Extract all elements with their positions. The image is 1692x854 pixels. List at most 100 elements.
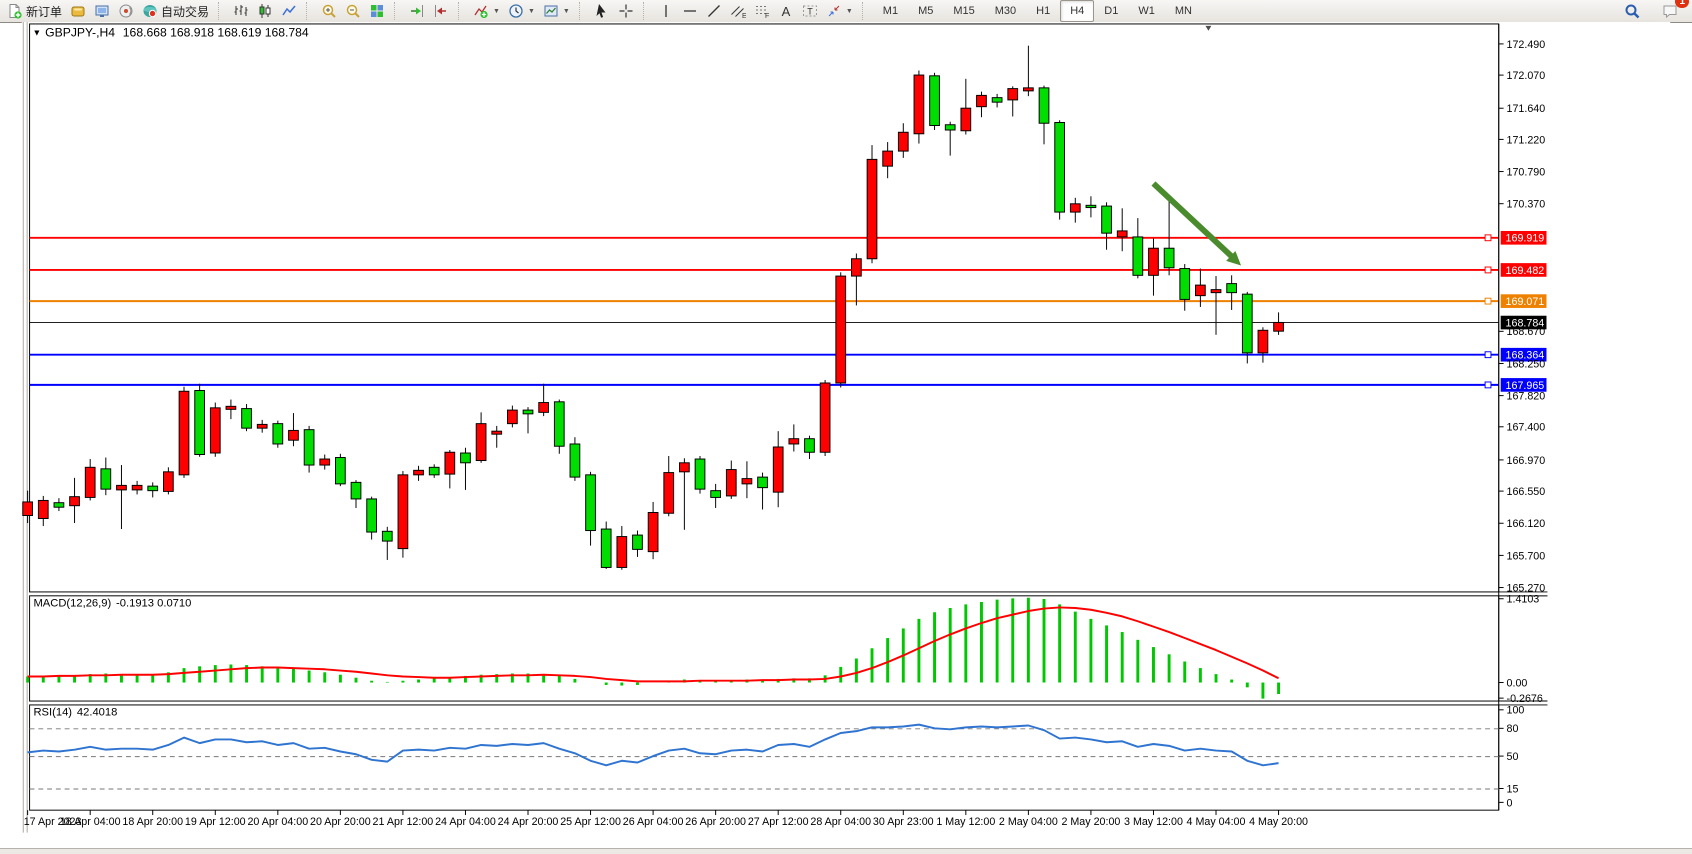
templates-dropdown-arrow-icon[interactable]: ▼ — [562, 7, 570, 15]
candle[interactable] — [1132, 218, 1144, 279]
candle[interactable] — [569, 437, 581, 481]
candle[interactable] — [1195, 268, 1206, 307]
candle[interactable] — [397, 471, 409, 558]
tf-m30-button[interactable]: M30 — [985, 0, 1026, 22]
candle[interactable] — [381, 526, 393, 560]
candle[interactable] — [1007, 86, 1019, 117]
candle[interactable] — [319, 454, 331, 470]
time-label[interactable]: 3 May 12:00 — [1124, 816, 1183, 828]
time-label[interactable]: 4 May 04:00 — [1187, 816, 1246, 828]
arrows-dropdown-arrow-icon[interactable]: ▼ — [845, 7, 853, 15]
trendline-button[interactable] — [702, 0, 726, 22]
candle[interactable] — [1085, 196, 1097, 218]
time-label[interactable]: 28 Apr 04:00 — [810, 816, 871, 828]
candle[interactable] — [1069, 197, 1081, 223]
bar-chart-button[interactable] — [229, 0, 253, 22]
vertical-line-button[interactable] — [654, 0, 678, 22]
tf-mn-button[interactable]: MN — [1165, 0, 1202, 22]
indicators-dropdown-arrow-icon[interactable]: ▼ — [493, 7, 500, 15]
candle[interactable] — [522, 407, 534, 434]
navigator-button[interactable] — [114, 0, 138, 22]
horizontal-line-button[interactable] — [678, 0, 702, 22]
time-label[interactable]: 2 May 04:00 — [999, 816, 1058, 828]
candlestick-chart-button[interactable] — [253, 0, 277, 22]
candle[interactable] — [1163, 200, 1175, 276]
candle[interactable] — [913, 70, 925, 144]
candle[interactable] — [1101, 202, 1112, 250]
candle[interactable] — [1038, 85, 1050, 145]
time-label[interactable]: 30 Apr 23:00 — [873, 816, 934, 828]
price-axis[interactable]: 169.919 169.482 169.071 168.784 168.364 167.9… — [1498, 23, 1547, 811]
templates-button[interactable]: ▼ — [539, 0, 574, 22]
candle[interactable] — [710, 483, 722, 508]
candle[interactable] — [616, 526, 628, 570]
candle[interactable] — [225, 399, 237, 420]
text-label-button[interactable]: T — [798, 0, 822, 22]
tile-windows-button[interactable] — [365, 0, 389, 22]
time-label[interactable]: 18 Apr 04:00 — [60, 816, 121, 828]
fibonacci-button[interactable]: F — [750, 0, 774, 22]
candle[interactable] — [241, 404, 252, 432]
candle[interactable] — [647, 501, 659, 560]
candle[interactable] — [1226, 275, 1238, 310]
candle[interactable] — [507, 405, 518, 428]
tf-d1-button[interactable]: D1 — [1094, 0, 1128, 22]
candle[interactable] — [897, 123, 909, 158]
candle[interactable] — [804, 435, 815, 460]
candle[interactable] — [69, 477, 80, 524]
candle[interactable] — [272, 420, 284, 448]
search-button[interactable] — [1620, 0, 1644, 22]
candle[interactable] — [491, 425, 503, 448]
new-order-button[interactable]: 新订单 — [3, 0, 66, 22]
candle[interactable] — [944, 121, 956, 156]
candle[interactable] — [116, 465, 127, 530]
candle[interactable] — [600, 521, 612, 569]
candle[interactable] — [757, 472, 768, 510]
candle[interactable] — [288, 413, 299, 447]
time-label[interactable]: 26 Apr 04:00 — [623, 816, 684, 828]
market-watch-button[interactable] — [66, 0, 90, 22]
tf-w1-button[interactable]: W1 — [1128, 0, 1165, 22]
time-label[interactable]: 1 May 12:00 — [936, 816, 995, 828]
auto-scroll-button[interactable] — [405, 0, 429, 22]
candle[interactable] — [1273, 312, 1284, 335]
time-label[interactable]: 21 Apr 12:00 — [373, 816, 434, 828]
level-line-handle[interactable] — [1484, 234, 1492, 242]
periods-dropdown-arrow-icon[interactable]: ▼ — [527, 7, 535, 15]
candle[interactable] — [538, 383, 550, 417]
tf-m15-button[interactable]: M15 — [943, 0, 984, 22]
candle[interactable] — [663, 456, 675, 517]
chart-shift-marker-icon[interactable] — [1205, 25, 1212, 31]
candle[interactable] — [866, 145, 878, 264]
candle[interactable] — [163, 467, 174, 495]
candle[interactable] — [819, 379, 831, 457]
candle[interactable] — [788, 424, 800, 452]
candle[interactable] — [350, 480, 362, 508]
candle[interactable] — [1148, 238, 1159, 296]
candle[interactable] — [741, 461, 753, 499]
candle[interactable] — [256, 419, 268, 433]
time-label[interactable]: 26 Apr 20:00 — [685, 816, 746, 828]
candle[interactable] — [22, 490, 33, 524]
text-button[interactable]: A — [774, 0, 798, 22]
time-label[interactable]: 24 Apr 04:00 — [435, 816, 496, 828]
trend-arrow-annotation[interactable] — [1151, 181, 1242, 266]
candle[interactable] — [1054, 120, 1066, 220]
candle[interactable] — [428, 464, 440, 478]
candle[interactable] — [413, 465, 424, 481]
time-label[interactable]: 20 Apr 20:00 — [310, 816, 371, 828]
time-label[interactable]: 27 Apr 12:00 — [748, 816, 809, 828]
candle[interactable] — [991, 93, 1003, 108]
time-label[interactable]: 20 Apr 04:00 — [247, 816, 308, 828]
candle[interactable] — [585, 471, 596, 546]
candle[interactable] — [882, 142, 894, 179]
time-label[interactable]: 4 May 20:00 — [1249, 816, 1308, 828]
data-window-button[interactable] — [90, 0, 114, 22]
candle[interactable] — [632, 530, 643, 557]
tf-m5-button[interactable]: M5 — [908, 0, 943, 22]
candle[interactable] — [772, 431, 784, 508]
candle[interactable] — [444, 449, 456, 489]
candle[interactable] — [303, 425, 315, 473]
level-line-handle[interactable] — [1484, 381, 1492, 389]
candle[interactable] — [366, 496, 378, 540]
